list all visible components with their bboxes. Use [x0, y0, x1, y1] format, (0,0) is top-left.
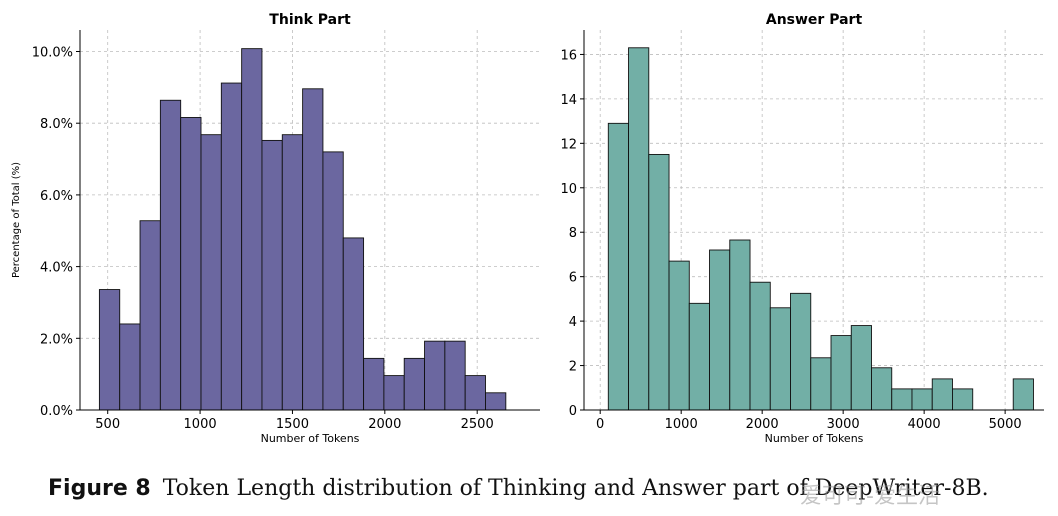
histogram-bar	[261, 139, 283, 411]
figure: 500 1000 1500 2000 25000.0%2.0%4.0%6.0%8.0%1…	[11, 12, 1044, 445]
histogram-bar	[810, 357, 832, 411]
histogram-bar	[383, 375, 405, 411]
x-tick-label: 2000	[368, 417, 401, 432]
y-axis-label: Percentage of Total (%)	[11, 162, 22, 278]
histogram-bar	[424, 340, 446, 411]
watermark: 爱可可-爱生活	[800, 484, 940, 509]
x-tick-label: 1000	[665, 417, 698, 432]
histogram-bar	[485, 392, 507, 411]
y-tick-label: 4.0%	[40, 261, 73, 276]
histogram-bar	[952, 388, 974, 411]
histogram-bar	[342, 237, 365, 411]
chart-panel-1: 500 1000 1500 2000 2500 0.0% 2.0% 4.0% 6.0% 8.0% 1…	[11, 12, 540, 445]
histogram-bar	[607, 122, 629, 411]
x-tick-label: 2500	[461, 417, 494, 432]
y-tick-label: 2.0%	[40, 332, 73, 347]
histogram-bar	[464, 375, 486, 411]
y-tick-label: 10	[560, 182, 577, 197]
y-tick-label: 6.0%	[40, 189, 73, 204]
y-tick-label: 2	[569, 360, 577, 375]
histogram-bar	[688, 302, 710, 411]
histogram-bar	[749, 281, 771, 411]
x-tick-label: 2000	[746, 417, 779, 432]
histogram-bar	[139, 220, 161, 411]
histogram-bar	[180, 117, 202, 411]
chart-title: Think Part	[269, 12, 351, 28]
chart-title: Answer Part	[766, 12, 863, 28]
x-tick-label: 5000	[989, 417, 1022, 432]
x-tick-label: 500	[95, 417, 120, 432]
histogram-bar	[302, 88, 324, 411]
x-tick-label: 3000	[827, 417, 860, 432]
chart-panel-2: 0 1000 2000 3000 4000 5000 0 2 4 6 8 10 12 14 16 Answer…	[560, 12, 1044, 445]
histogram-bar	[769, 307, 791, 411]
histogram-bar	[281, 134, 304, 411]
histogram-bar	[871, 367, 893, 411]
histogram-bar	[241, 48, 263, 411]
x-tick-label: 1500	[276, 417, 309, 432]
histogram-bar	[850, 325, 872, 411]
x-tick-label: 1000	[184, 417, 217, 432]
x-tick-label: 4000	[908, 417, 941, 432]
y-tick-label: 10.0%	[32, 46, 73, 61]
y-tick-label: 16	[560, 48, 577, 63]
histogram-bar	[322, 151, 344, 411]
histogram-bar	[403, 357, 425, 411]
caption-text: Token Length distribution of Thinking an…	[162, 476, 989, 501]
figure-caption: Figure 8 Token Length distribution of Thi…	[48, 476, 989, 501]
histogram-bar	[709, 249, 731, 411]
histogram-bar	[668, 260, 690, 411]
histogram-bar	[220, 82, 243, 411]
y-tick-label: 8	[569, 226, 577, 241]
histogram-bar	[200, 134, 222, 411]
histogram-bar	[729, 239, 751, 411]
histogram-bar	[911, 388, 933, 411]
histogram-bar	[931, 378, 953, 411]
histogram-bar	[830, 335, 852, 411]
histogram-bar	[444, 340, 466, 411]
histogram-bar	[891, 388, 913, 411]
x-tick-label: 0	[596, 417, 604, 432]
y-tick-label: 8.0%	[40, 117, 73, 132]
y-tick-label: 14	[560, 93, 577, 108]
y-tick-label: 0.0%	[40, 404, 73, 419]
histogram-bar	[159, 99, 182, 411]
y-tick-label: 4	[569, 315, 577, 330]
histogram-bar	[1012, 378, 1034, 411]
histogram-bar	[98, 289, 121, 411]
histogram-bar	[790, 292, 812, 411]
x-axis-label: Number of Tokens	[261, 432, 360, 445]
histogram-bar	[628, 47, 650, 411]
histogram-bar	[363, 357, 385, 411]
x-axis-label: Number of Tokens	[765, 432, 864, 445]
histogram-bar	[119, 323, 141, 411]
y-tick-label: 12	[560, 137, 577, 152]
y-tick-label: 6	[569, 271, 577, 286]
histogram-bar	[648, 153, 670, 411]
figure-number: Figure 8	[48, 476, 151, 501]
y-tick-label: 0	[569, 404, 577, 419]
